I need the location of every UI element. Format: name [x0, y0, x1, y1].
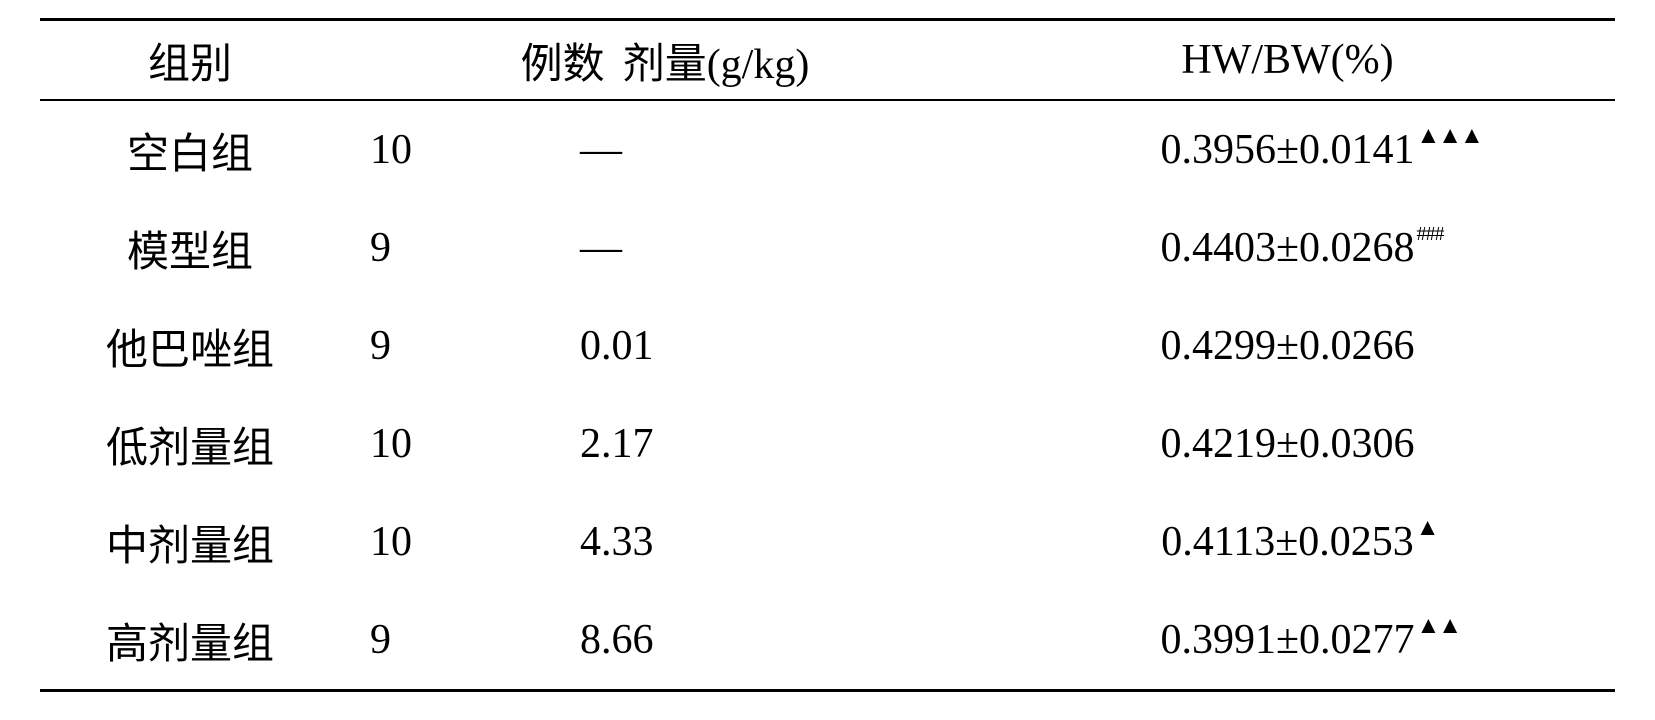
cell-dose: 0.01 [540, 297, 960, 395]
cell-dose: 2.17 [540, 395, 960, 493]
cell-hwbw-sup: ### [1415, 224, 1444, 244]
cell-n: 9 [340, 591, 540, 691]
col-header-group: 组别 [40, 20, 340, 101]
cell-hwbw: 0.3956±0.0141▲▲▲ [960, 100, 1615, 199]
cell-hwbw: 0.4299±0.0266 [960, 297, 1615, 395]
table-row: 中剂量组104.330.4113±0.0253▲ [40, 493, 1615, 591]
cell-n: 9 [340, 297, 540, 395]
cell-n: 10 [340, 395, 540, 493]
col-header-n-dose: 例数 剂量(g/kg) [340, 20, 960, 101]
cell-hwbw-sup: ▲▲▲ [1415, 124, 1482, 148]
cell-hwbw-value: 0.4403±0.0268 [1160, 225, 1414, 271]
cell-group: 低剂量组 [40, 395, 340, 493]
cell-n: 10 [340, 493, 540, 591]
cell-hwbw-value: 0.4299±0.0266 [1160, 323, 1414, 369]
table-row: 低剂量组102.17 0.4219±0.0306 [40, 395, 1615, 493]
table-header-row: 组别 例数 剂量(g/kg) HW/BW(%) [40, 20, 1615, 101]
cell-hwbw-value: 0.4219±0.0306 [1160, 421, 1414, 467]
cell-hwbw-sup: ▲▲ [1415, 614, 1461, 638]
col-header-n: 例数 [521, 30, 605, 91]
cell-n: 10 [340, 100, 540, 199]
cell-hwbw-value: 0.4113±0.0253 [1161, 519, 1414, 565]
table-row: 空白组10—0.3956±0.0141▲▲▲ [40, 100, 1615, 199]
cell-dose: — [540, 199, 960, 297]
col-header-dose: 剂量(g/kg) [623, 30, 810, 91]
cell-hwbw: 0.4403±0.0268### [960, 199, 1615, 297]
cell-group: 高剂量组 [40, 591, 340, 691]
cell-dose: 4.33 [540, 493, 960, 591]
cell-group: 中剂量组 [40, 493, 340, 591]
table-body: 空白组10—0.3956±0.0141▲▲▲模型组9—0.4403±0.0268… [40, 100, 1615, 691]
cell-n: 9 [340, 199, 540, 297]
data-table: 组别 例数 剂量(g/kg) HW/BW(%) 空白组10—0.3956±0.0… [40, 18, 1615, 692]
cell-group: 模型组 [40, 199, 340, 297]
cell-hwbw: 0.4219±0.0306 [960, 395, 1615, 493]
table-container: 组别 例数 剂量(g/kg) HW/BW(%) 空白组10—0.3956±0.0… [0, 0, 1655, 692]
cell-dose: 8.66 [540, 591, 960, 691]
table-row: 模型组9—0.4403±0.0268### [40, 199, 1615, 297]
cell-hwbw-value: 0.3991±0.0277 [1160, 617, 1414, 663]
table-row: 高剂量组98.660.3991±0.0277▲▲ [40, 591, 1615, 691]
cell-group: 空白组 [40, 100, 340, 199]
cell-dose: — [540, 100, 960, 199]
cell-hwbw-value: 0.3956±0.0141 [1160, 127, 1414, 173]
cell-group: 他巴唑组 [40, 297, 340, 395]
cell-hwbw: 0.3991±0.0277▲▲ [960, 591, 1615, 691]
col-header-hwbw: HW/BW(%) [960, 20, 1615, 101]
cell-hwbw: 0.4113±0.0253▲ [960, 493, 1615, 591]
table-row: 他巴唑组90.01 0.4299±0.0266 [40, 297, 1615, 395]
cell-hwbw-sup: ▲ [1414, 516, 1438, 540]
